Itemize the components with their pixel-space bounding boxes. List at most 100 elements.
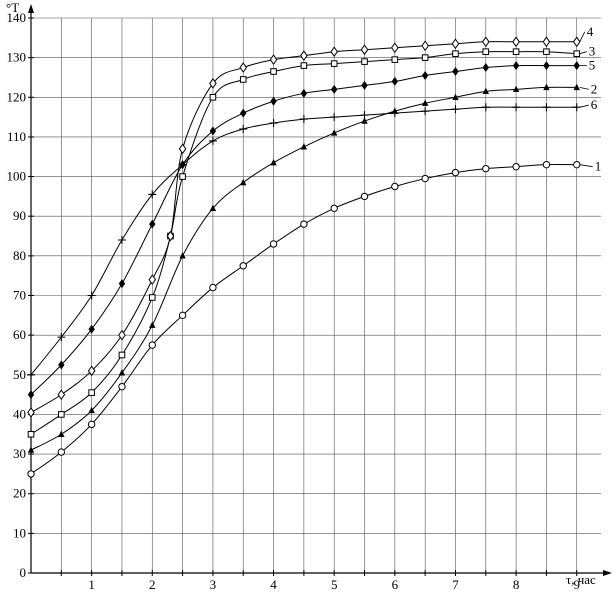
- data-point: [27, 370, 35, 379]
- data-point: [148, 341, 156, 349]
- data-point: [391, 56, 399, 63]
- data-point: [57, 389, 66, 400]
- y-tick-label: 60: [13, 327, 26, 342]
- data-point: [118, 382, 126, 391]
- data-point: [482, 63, 489, 73]
- data-point: [27, 430, 35, 438]
- x-tick-label: 5: [331, 577, 338, 592]
- data-point: [27, 390, 35, 400]
- data-point: [58, 430, 65, 437]
- x-axis-arrow: [603, 570, 612, 576]
- x-tick-label: 3: [210, 577, 217, 592]
- series-label-leader: [579, 164, 593, 168]
- data-point: [209, 93, 217, 101]
- data-point: [300, 143, 308, 150]
- data-point: [573, 50, 581, 57]
- data-point: [88, 324, 95, 334]
- data-point: [209, 78, 217, 89]
- data-point: [148, 274, 157, 286]
- data-point: [512, 103, 521, 112]
- series-label-leader: [579, 51, 587, 55]
- data-point: [148, 190, 157, 199]
- data-point: [421, 99, 429, 106]
- data-point: [88, 389, 95, 396]
- data-point: [512, 61, 520, 71]
- data-point: [299, 115, 308, 124]
- data-point: [209, 204, 217, 211]
- data-point: [87, 365, 96, 377]
- data-point: [178, 160, 187, 169]
- y-tick-label: 10: [13, 525, 26, 540]
- data-point: [572, 36, 581, 48]
- y-tick-label: 80: [13, 248, 26, 263]
- data-point: [269, 119, 278, 128]
- y-axis-arrow: [28, 4, 34, 13]
- data-point: [208, 136, 217, 145]
- series-1: [27, 160, 581, 478]
- data-point: [481, 103, 490, 112]
- data-point: [58, 360, 65, 370]
- data-point: [149, 219, 156, 229]
- data-point: [482, 87, 489, 95]
- data-point: [179, 252, 186, 259]
- data-point: [300, 88, 308, 98]
- data-point: [269, 54, 278, 65]
- series-group: [27, 36, 581, 478]
- data-point: [330, 60, 338, 67]
- data-point: [270, 158, 277, 166]
- data-point: [300, 220, 308, 228]
- series-4: [27, 36, 581, 418]
- data-point: [542, 160, 551, 169]
- series-line-3: [30, 51, 577, 435]
- series-label: 4: [587, 24, 594, 39]
- y-tick-label: 0: [20, 565, 27, 580]
- data-point: [361, 117, 368, 124]
- series-5: [27, 61, 580, 400]
- y-tick-label: 140: [7, 10, 27, 25]
- data-point: [57, 333, 66, 342]
- x-tick-label: 4: [270, 577, 277, 592]
- data-point: [330, 46, 339, 58]
- data-point: [451, 105, 460, 114]
- y-axis-title: °T: [6, 0, 19, 15]
- data-point: [391, 182, 399, 191]
- data-point: [421, 70, 429, 80]
- data-point: [360, 192, 369, 201]
- data-point: [482, 164, 490, 173]
- data-point: [300, 50, 308, 62]
- data-point: [178, 311, 187, 320]
- data-point: [117, 236, 126, 244]
- x-axis-title: τ, час: [566, 572, 596, 587]
- data-point: [179, 173, 186, 180]
- data-point: [239, 125, 248, 133]
- data-point: [27, 470, 35, 478]
- series-label: 2: [591, 81, 598, 96]
- data-point: [239, 262, 247, 270]
- data-point: [481, 36, 490, 48]
- data-point: [239, 62, 248, 73]
- data-point: [573, 160, 581, 169]
- data-point: [512, 85, 520, 93]
- data-point: [149, 321, 156, 328]
- data-point: [452, 67, 459, 77]
- x-tick-label: 7: [452, 577, 459, 592]
- grid: [31, 17, 601, 573]
- data-point: [421, 54, 429, 61]
- series-labels: 1 2 3 4 5 6: [579, 24, 602, 174]
- data-point: [88, 406, 95, 414]
- data-point: [166, 230, 175, 242]
- data-point: [451, 168, 460, 177]
- data-point: [391, 76, 399, 86]
- data-point: [452, 50, 459, 57]
- series-line-4: [30, 41, 577, 413]
- data-point: [330, 84, 338, 94]
- data-point: [87, 291, 96, 300]
- series-label: 3: [589, 44, 596, 59]
- data-point: [178, 143, 187, 155]
- data-point: [573, 83, 580, 91]
- series-label: 1: [595, 159, 602, 174]
- y-tick-label: 100: [7, 169, 27, 184]
- data-point: [270, 68, 277, 75]
- series-label-leader: [579, 31, 586, 42]
